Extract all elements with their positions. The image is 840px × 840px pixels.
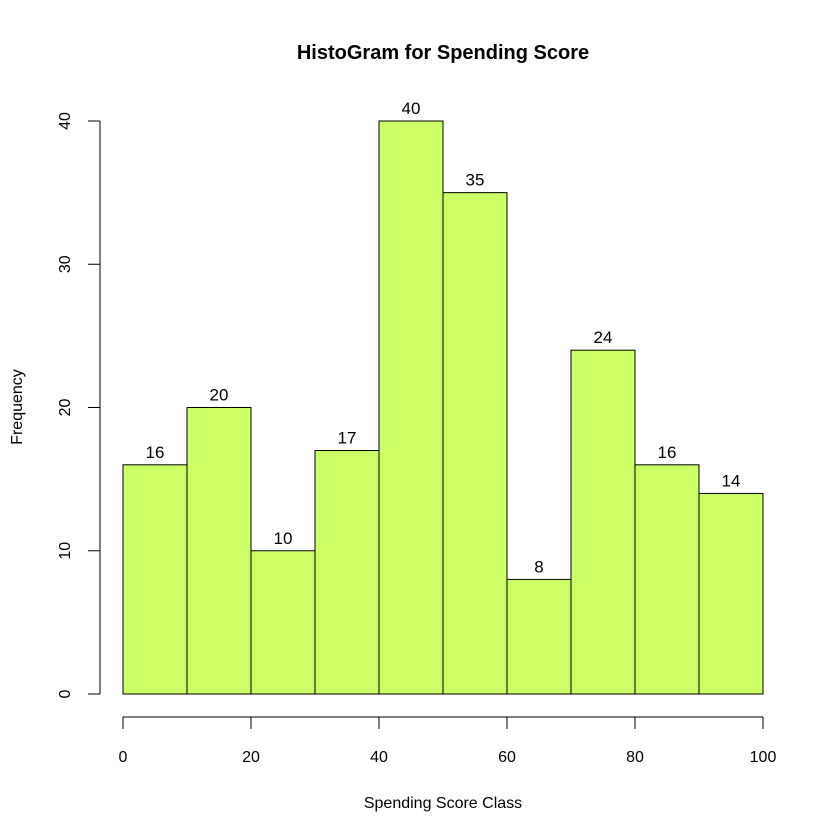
bar-label-3: 17	[338, 428, 357, 447]
x-tick-label-5: 100	[750, 749, 777, 766]
bar-6	[506, 578, 572, 695]
bar-2	[250, 550, 316, 695]
bar-label-6: 8	[534, 557, 543, 576]
y-tick-label-2: 20	[57, 399, 74, 417]
y-tick-label-4: 40	[57, 112, 74, 130]
chart-title: HistoGram for Spending Score	[297, 42, 589, 64]
bar-5	[442, 192, 508, 695]
bar-1	[186, 407, 252, 695]
x-tick-label-0: 0	[119, 749, 128, 766]
bar-label-0: 16	[146, 443, 165, 462]
bar-9	[698, 492, 764, 695]
bar-3	[314, 449, 380, 695]
bar-label-9: 14	[722, 471, 741, 490]
y-axis: 0 10 20 30 40	[57, 112, 101, 698]
x-tick-label-4: 80	[626, 749, 644, 766]
x-tick-label-2: 40	[370, 749, 388, 766]
bar-8	[634, 464, 700, 695]
bar-label-2: 10	[274, 529, 293, 548]
y-tick-label-1: 10	[57, 542, 74, 560]
y-tick-label-3: 30	[57, 255, 74, 273]
bar-label-1: 20	[210, 386, 229, 405]
x-axis: 0 20 40 60 80 100	[119, 716, 777, 766]
y-tick-label-0: 0	[57, 689, 74, 698]
bar-4	[378, 120, 444, 695]
bar-label-4: 40	[402, 99, 421, 118]
x-axis-label: Spending Score Class	[364, 795, 522, 812]
bars-group	[122, 120, 764, 695]
x-tick-label-1: 20	[242, 749, 260, 766]
bar-0	[122, 464, 188, 695]
bar-labels-group: 16 20 10 17 40 35 8 24 16 14	[146, 99, 741, 576]
bar-label-8: 16	[658, 443, 677, 462]
y-axis-label: Frequency	[9, 369, 26, 445]
bar-label-5: 35	[466, 171, 485, 190]
bar-7	[570, 349, 636, 695]
bar-label-7: 24	[594, 328, 613, 347]
x-tick-label-3: 60	[498, 749, 516, 766]
